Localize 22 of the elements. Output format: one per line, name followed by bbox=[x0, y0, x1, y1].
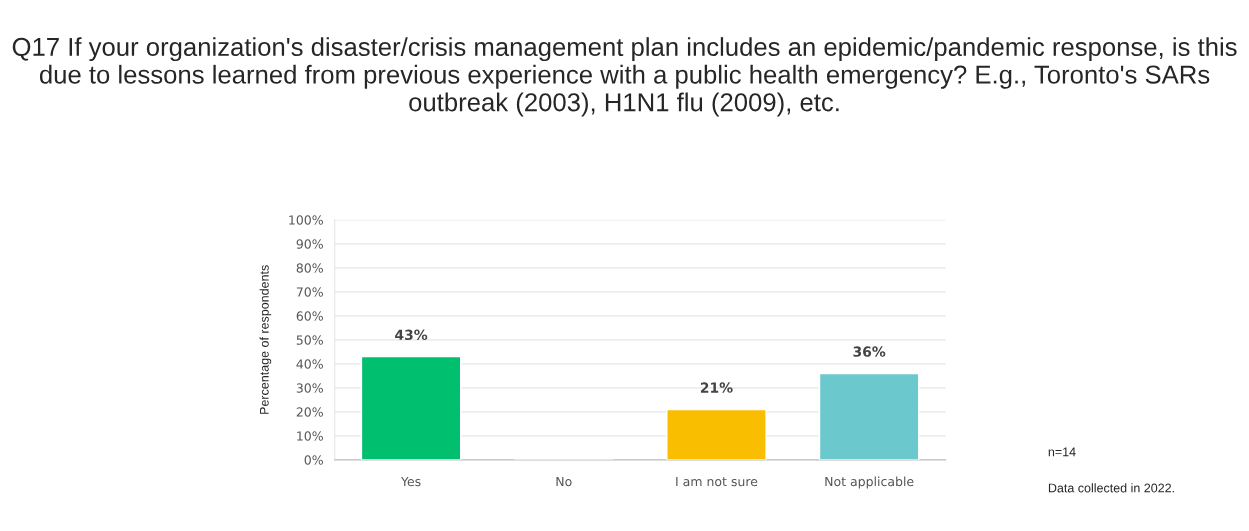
data-label: 21% bbox=[700, 382, 733, 393]
x-tick-label: No bbox=[556, 476, 572, 487]
x-tick-label: Not applicable bbox=[825, 476, 914, 489]
y-tick-label: 40% bbox=[296, 359, 323, 369]
y-tick-label: 80% bbox=[296, 263, 323, 273]
y-tick-label: 100% bbox=[289, 215, 323, 225]
x-tick-label: I am not sure bbox=[676, 476, 758, 487]
y-tick-label: 50% bbox=[296, 335, 323, 345]
text: n=14 bbox=[1048, 447, 1076, 457]
y-tick-label: 20% bbox=[296, 407, 323, 417]
y-tick-label: 30% bbox=[296, 383, 323, 393]
x-tick-label: Yes bbox=[400, 476, 421, 487]
y-tick-label: 60% bbox=[296, 311, 323, 321]
y-axis-title: Percentage of respondents bbox=[259, 265, 272, 414]
y-tick-label: 70% bbox=[296, 287, 323, 297]
chart-title: Q17 If your organization's disaster/crisis management plan includes an epidemic/pandemic response, is this due to lessons learned from previous experience with a public health emergency? E.g., Toronto's SARs outbreak (2003), H1N1 flu (2009), etc. bbox=[12, 37, 1237, 117]
y-tick-label: 90% bbox=[296, 239, 323, 249]
text: Data collected in 2022. bbox=[1048, 483, 1174, 493]
data-label: 36% bbox=[853, 346, 886, 357]
y-tick-label: 10% bbox=[297, 431, 323, 441]
y-tick-label: 0% bbox=[304, 455, 323, 465]
data-label: 43% bbox=[395, 329, 428, 341]
